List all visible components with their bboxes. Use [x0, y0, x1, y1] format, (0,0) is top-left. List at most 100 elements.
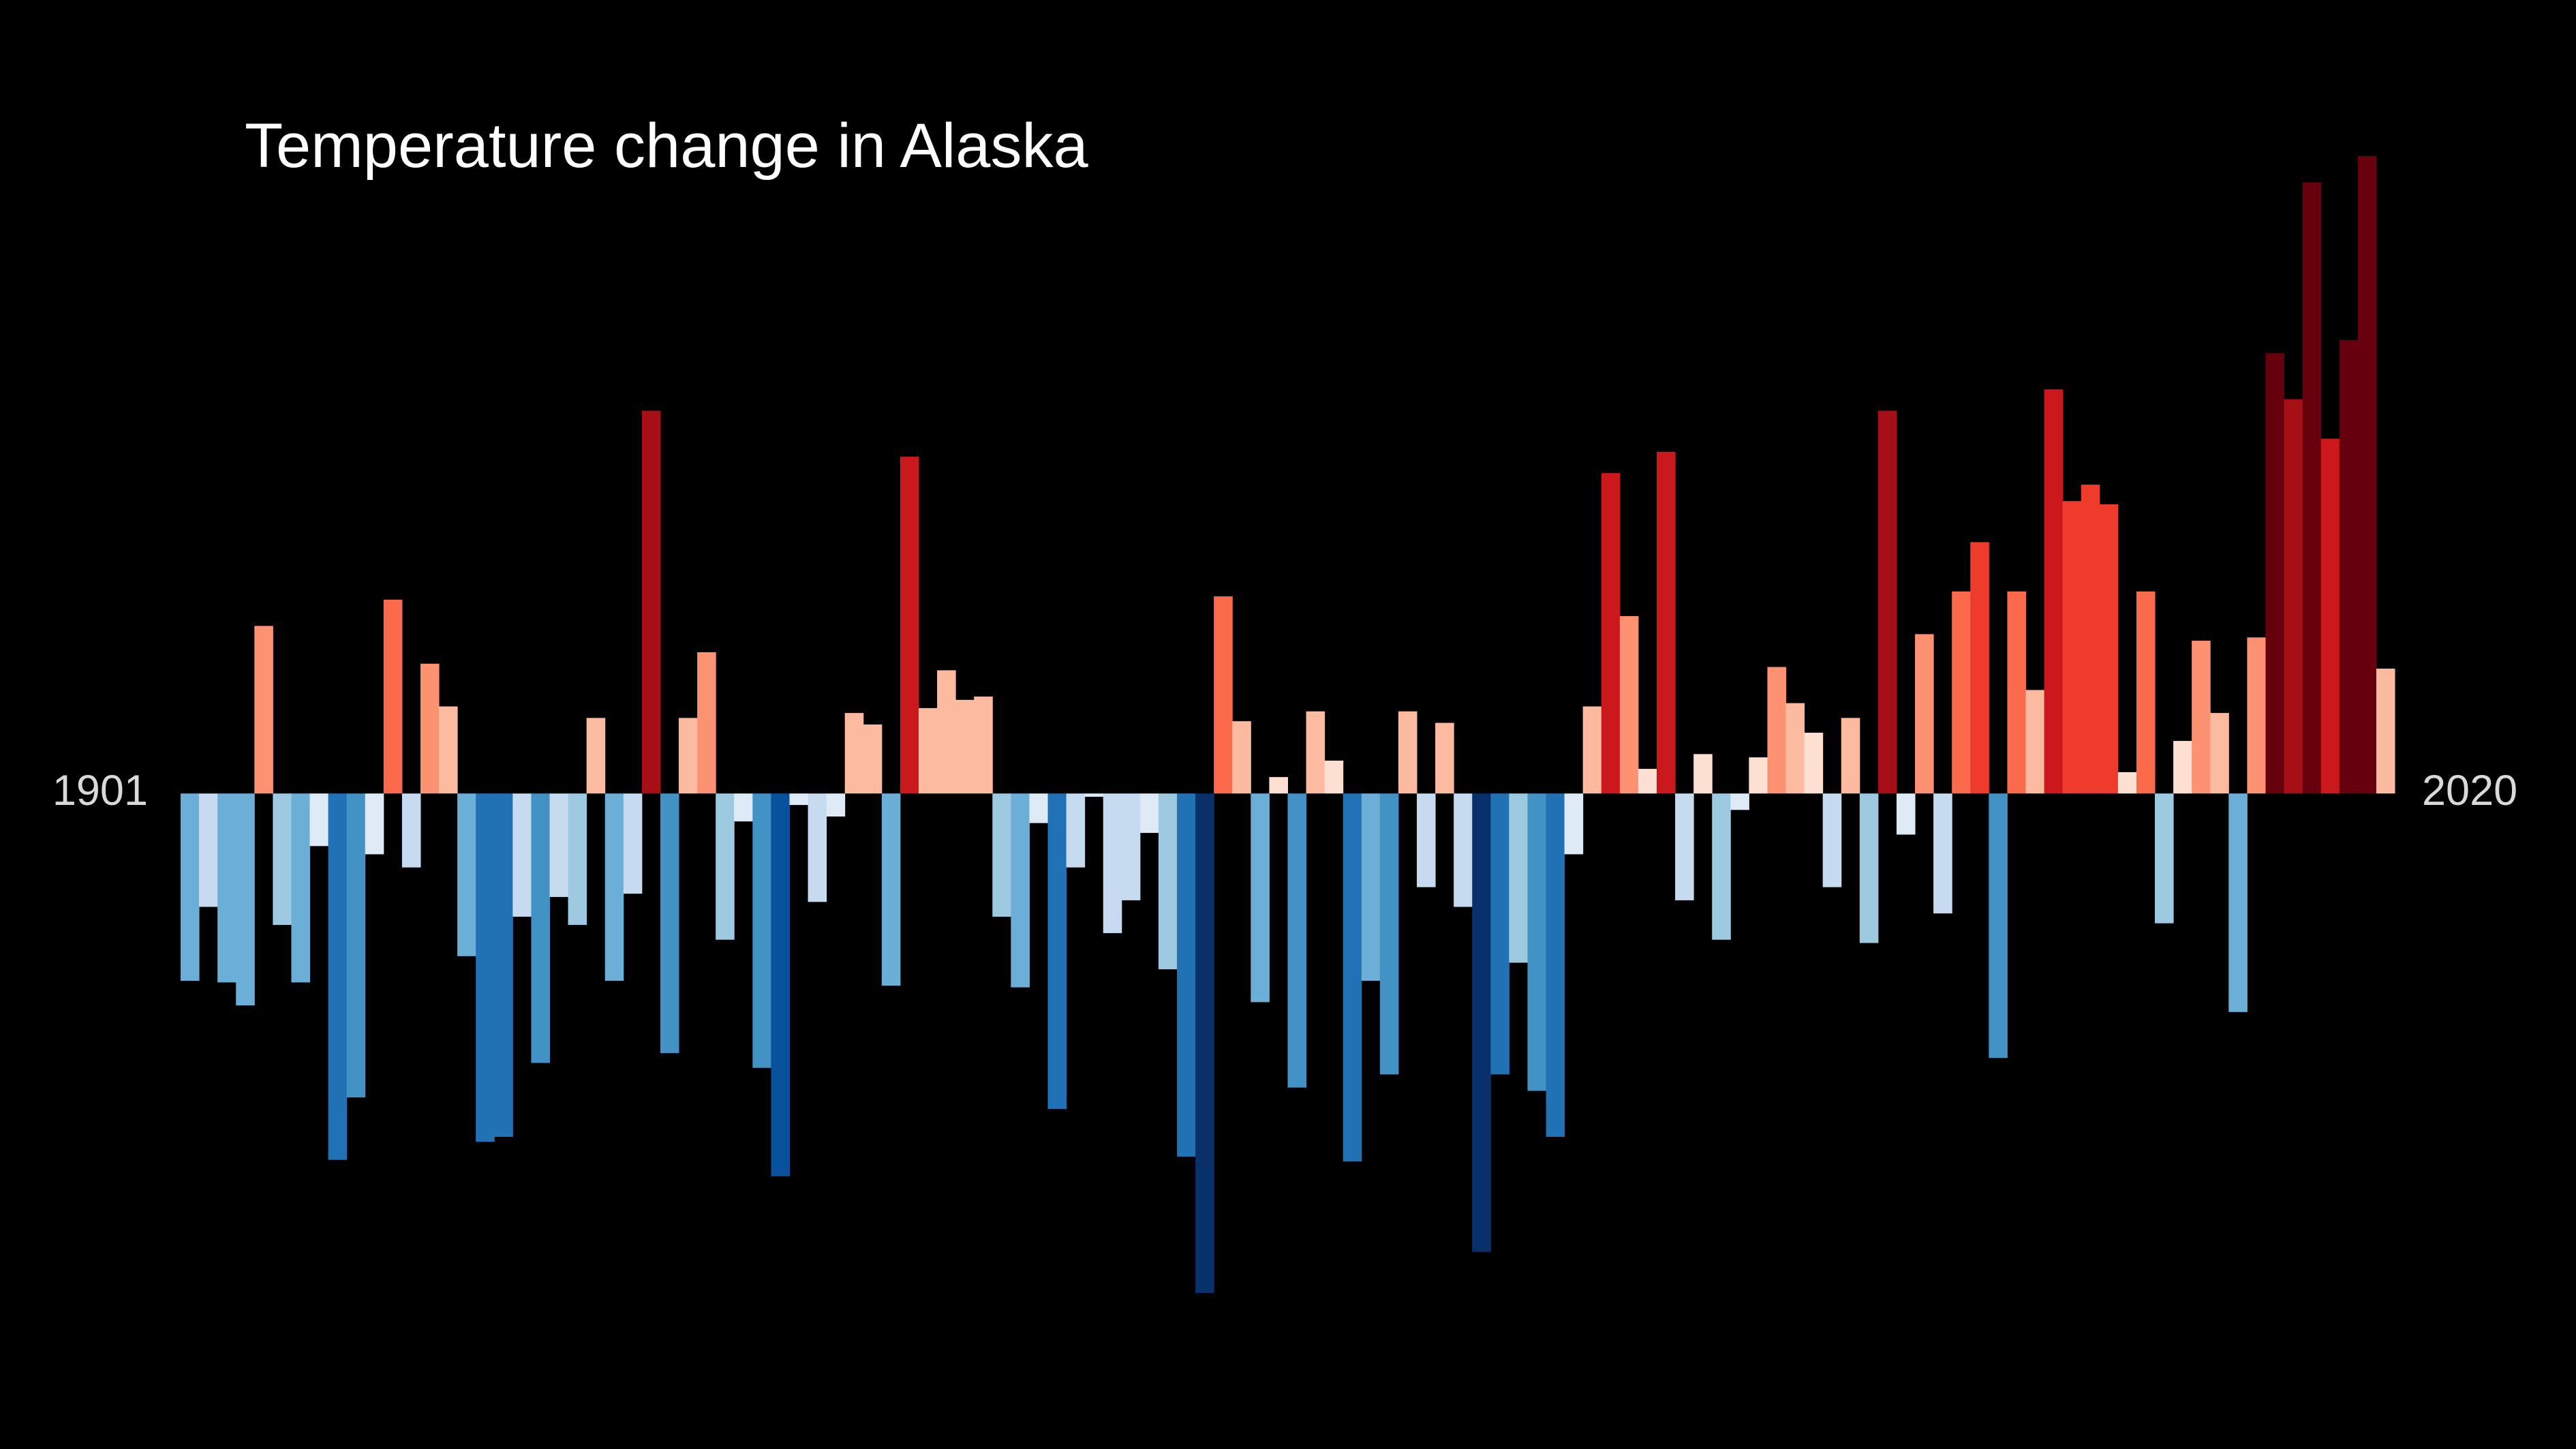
bar	[2044, 389, 2064, 794]
bar	[1509, 793, 1528, 963]
bar	[2007, 591, 2026, 794]
bar	[826, 793, 846, 817]
bar	[679, 718, 698, 794]
bar	[2376, 669, 2395, 794]
bar	[974, 697, 993, 794]
bar	[1767, 667, 1787, 794]
bar	[1564, 793, 1584, 855]
bar	[1785, 703, 1805, 794]
bar	[604, 793, 624, 981]
bar	[1158, 793, 1178, 970]
bar	[254, 626, 273, 794]
bar	[199, 793, 218, 907]
bar	[1398, 711, 1417, 794]
bar	[2320, 438, 2340, 794]
bar	[752, 793, 771, 1068]
bar	[1287, 793, 1307, 1088]
bar	[1029, 793, 1049, 823]
bar	[2099, 504, 2119, 794]
bar	[1121, 793, 1141, 900]
bar	[1693, 754, 1713, 794]
bar	[2062, 501, 2082, 794]
bar	[1269, 777, 1288, 794]
bar	[401, 793, 421, 868]
bar	[2210, 713, 2229, 794]
bar	[1822, 793, 1842, 887]
bar	[2302, 182, 2322, 794]
bar	[1417, 793, 1436, 887]
bar	[2173, 741, 2192, 794]
bar	[2357, 155, 2377, 794]
chart-title: Temperature change in Alaska	[245, 111, 1088, 181]
bar	[2117, 772, 2137, 794]
bar	[1103, 793, 1122, 934]
bar	[955, 699, 975, 794]
bar	[2155, 793, 2174, 924]
bar	[1232, 721, 1251, 794]
bar	[789, 793, 809, 806]
bar	[1177, 793, 1196, 1157]
bar	[1546, 793, 1565, 1138]
bar	[1343, 793, 1362, 1162]
bar	[1657, 451, 1676, 794]
bar	[919, 707, 938, 794]
bar	[1804, 733, 1824, 794]
bar	[457, 793, 476, 956]
x-tick-label: 1901	[52, 767, 148, 814]
bar	[273, 793, 292, 926]
bar	[568, 793, 587, 926]
bar	[236, 793, 255, 1006]
bar	[2081, 485, 2100, 794]
bar	[623, 793, 643, 894]
bar	[1896, 793, 1916, 835]
bar	[2228, 793, 2248, 1012]
bar	[992, 793, 1011, 917]
bar	[346, 793, 366, 1098]
bar	[1877, 410, 1897, 794]
bar	[1435, 722, 1454, 794]
bar	[1066, 793, 1086, 868]
bar	[1527, 793, 1547, 1091]
bar	[660, 793, 679, 1054]
bar	[1324, 761, 1344, 794]
bar	[439, 706, 458, 794]
bar	[2284, 399, 2303, 794]
bar	[937, 670, 956, 794]
bar	[1379, 793, 1399, 1075]
bar	[1306, 711, 1325, 794]
bar	[2025, 690, 2045, 794]
bar	[1712, 793, 1731, 940]
bar	[1195, 793, 1214, 1294]
bar	[383, 599, 403, 794]
bar	[1011, 793, 1030, 988]
bar	[291, 793, 311, 983]
bar	[531, 793, 550, 1063]
bar	[1582, 706, 1602, 794]
bar	[1933, 793, 1952, 914]
bar	[181, 793, 200, 981]
bar	[309, 793, 329, 846]
bar	[1047, 793, 1067, 1110]
bar	[1139, 793, 1159, 834]
bar	[844, 713, 864, 794]
bar	[881, 793, 901, 986]
bar	[217, 793, 236, 983]
bar	[420, 663, 440, 794]
bar	[1490, 793, 1509, 1075]
bar	[1730, 793, 1749, 810]
bar	[1619, 615, 1639, 794]
bar	[512, 793, 532, 917]
bar	[2265, 353, 2285, 794]
bar	[900, 457, 919, 794]
bar	[1915, 634, 1934, 794]
bar	[2247, 637, 2266, 794]
bar	[1214, 596, 1233, 794]
bar	[641, 410, 661, 794]
bar	[1638, 769, 1657, 794]
bar	[1675, 793, 1694, 900]
bar	[808, 793, 827, 902]
bar	[697, 652, 716, 794]
bar	[1251, 793, 1270, 1003]
bar	[476, 793, 495, 1142]
